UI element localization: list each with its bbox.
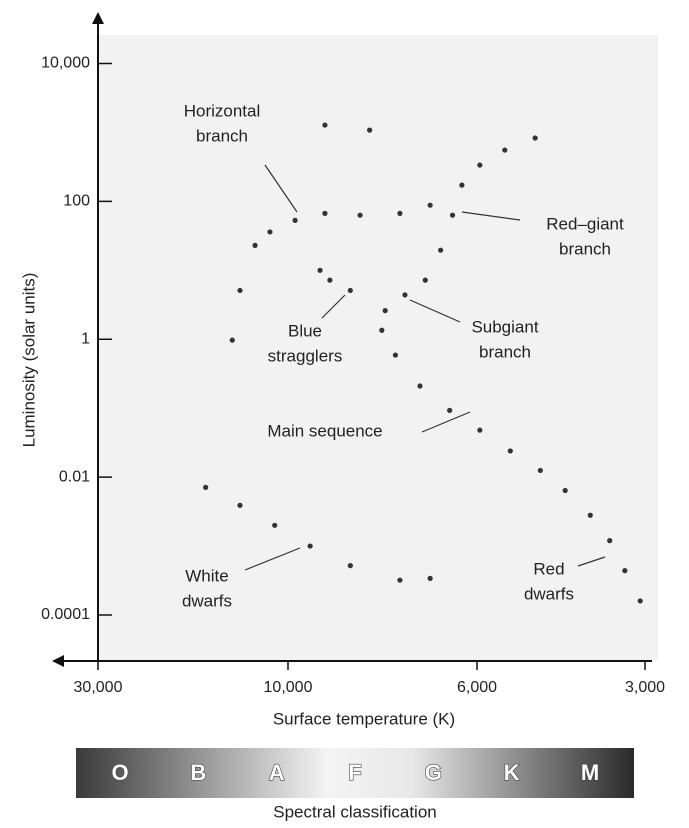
leader-line <box>461 211 521 221</box>
leader-line <box>244 547 301 571</box>
annotation: branch <box>479 342 531 361</box>
star-point <box>252 242 258 248</box>
spectral-class: O <box>111 760 128 785</box>
star-point <box>459 182 465 188</box>
star-point <box>347 563 353 569</box>
star-point <box>447 407 453 413</box>
leader-line <box>577 556 606 567</box>
star-point <box>417 383 423 389</box>
star-point <box>449 212 456 218</box>
star-point <box>203 484 209 490</box>
annotation: Main sequence <box>267 421 382 440</box>
x-axis-label: Surface temperature (K) <box>273 709 455 728</box>
star-point <box>317 267 323 273</box>
x-tick-label: 3,000 <box>625 679 665 696</box>
star-point <box>367 127 373 133</box>
annotation: Blue <box>288 321 322 340</box>
y-tick-label: 1 <box>81 330 90 347</box>
plot-area <box>98 35 658 660</box>
spectral-class: A <box>269 760 285 785</box>
star-point <box>397 210 403 216</box>
spectral-class: M <box>581 760 599 785</box>
star-point <box>347 287 353 294</box>
annotation: Horizontal <box>184 101 261 120</box>
star-point <box>622 568 628 574</box>
star-point <box>562 487 568 494</box>
star-point <box>637 598 643 604</box>
annotation: dwarfs <box>524 584 574 603</box>
star-point <box>382 308 388 314</box>
star-point <box>237 502 243 508</box>
annotation: Subgiant <box>471 317 538 336</box>
spectral-label: Spectral classification <box>273 802 436 821</box>
annotation: Red–giant <box>546 214 624 233</box>
leader-line <box>264 164 298 213</box>
spectral-class: F <box>348 760 361 785</box>
star-point <box>477 427 483 433</box>
y-tick-label: 10,000 <box>41 55 90 72</box>
star-point <box>307 543 313 549</box>
x-tick-label: 10,000 <box>264 679 313 696</box>
y-tick-label: 0.01 <box>59 468 90 485</box>
annotation: White <box>185 566 228 585</box>
spectral-class: K <box>504 760 520 785</box>
star-point <box>427 202 433 208</box>
star-point <box>322 122 328 128</box>
x-tick-label: 30,000 <box>74 679 123 696</box>
star-point <box>587 512 593 518</box>
star-point <box>392 352 399 358</box>
star-point <box>438 247 444 253</box>
star-point <box>357 212 363 218</box>
star-point <box>327 277 333 283</box>
spectral-bar <box>76 748 634 798</box>
star-point <box>502 147 508 153</box>
y-tick-label: 100 <box>63 193 90 210</box>
star-point <box>322 210 328 216</box>
star-point <box>532 135 538 141</box>
star-point <box>537 467 543 474</box>
star-point <box>507 448 513 454</box>
star-point <box>292 217 298 223</box>
star-point <box>477 162 483 168</box>
leader-line <box>409 299 461 323</box>
star-point <box>272 522 278 528</box>
spectral-class: B <box>190 760 206 785</box>
star-point <box>427 575 433 581</box>
star-point <box>237 287 243 294</box>
star-point <box>607 538 613 544</box>
star-point <box>402 292 408 298</box>
annotation: stragglers <box>268 346 343 365</box>
annotation: dwarfs <box>182 591 232 610</box>
spectral-class: G <box>425 760 442 785</box>
star-point <box>397 577 403 583</box>
y-axis-label: Luminosity (solar units) <box>19 273 38 448</box>
annotation: branch <box>196 126 248 145</box>
leader-line <box>321 294 346 319</box>
star-point <box>229 337 235 343</box>
leaders <box>244 164 606 571</box>
star-point <box>422 277 428 283</box>
x-tick-label: 6,000 <box>457 679 497 696</box>
star-point <box>267 229 273 235</box>
leader-line <box>421 411 471 433</box>
y-tick-label: 0.0001 <box>41 606 90 623</box>
annotation: Red <box>533 559 564 578</box>
star-point <box>379 327 385 333</box>
annotation: branch <box>559 239 611 258</box>
